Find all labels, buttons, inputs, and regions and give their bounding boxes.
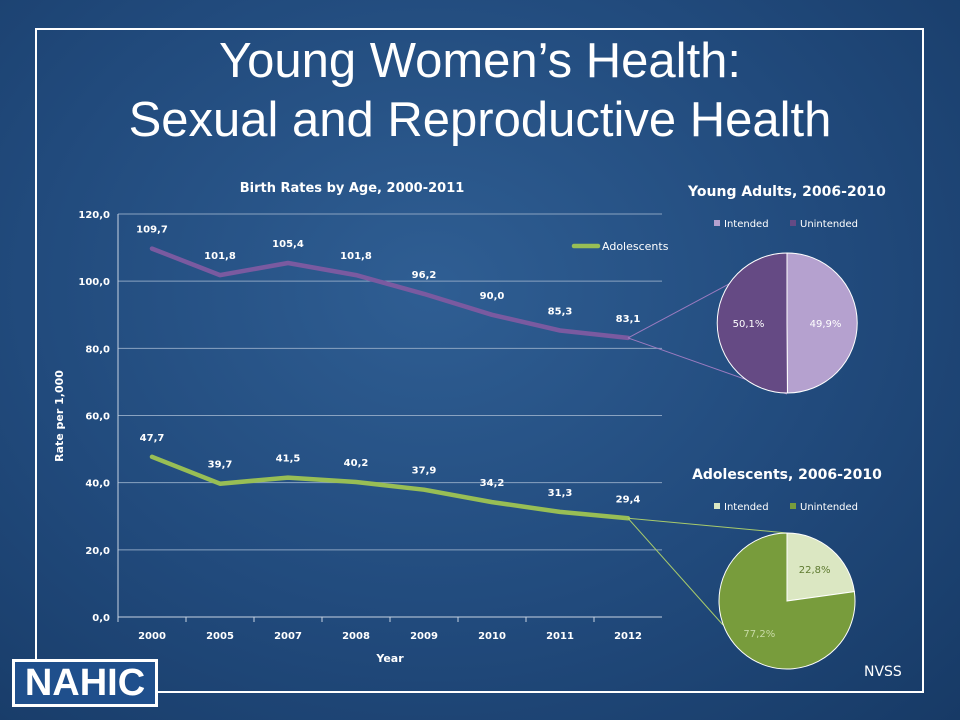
data-label: 101,8 — [204, 251, 236, 262]
x-tick-label: 2009 — [410, 631, 438, 642]
pie1-title: Young Adults, 2006-2010 — [687, 184, 886, 200]
slide-frame — [35, 28, 924, 693]
connector-line — [627, 517, 724, 626]
line-chart-ylabel: Rate per 1,000 — [53, 370, 66, 462]
pie2-legend-intended-swatch — [714, 503, 720, 509]
series-line-0 — [149, 246, 631, 341]
pie-slice-label: 49,9% — [810, 319, 842, 330]
source-label: NVSS — [864, 664, 902, 680]
pie2-legend-unintended-label: Unintended — [800, 502, 858, 513]
pie2-legend-intended-label: Intended — [724, 502, 769, 513]
slide-title: Young Women’s Health: Sexual and Reprodu… — [0, 32, 960, 150]
y-tick-label: 40,0 — [85, 479, 110, 490]
pie2-legend-unintended-swatch — [790, 503, 796, 509]
x-tick-label: 2011 — [546, 631, 574, 642]
pie-slice-unintended — [718, 532, 856, 670]
pie1-legend-unintended-swatch — [790, 220, 796, 226]
line-chart-plot: 0,0 20,0 40,0 60,0 80,0 100,0 120,0 2000 2005 200… — [78, 210, 788, 642]
pie2-plot: 22,8% 77,2% — [718, 532, 856, 670]
pie1-legend-intended-label: Intended — [724, 219, 769, 230]
line-chart-xlabel: Year — [375, 652, 404, 665]
x-tick-label: 2010 — [478, 631, 506, 642]
y-tick-label: 60,0 — [85, 412, 110, 423]
pie-slice-label: 50,1% — [733, 319, 765, 330]
data-label: 37,9 — [412, 466, 437, 477]
y-tick-label: 0,0 — [92, 613, 110, 624]
data-label: 96,2 — [412, 270, 437, 281]
data-label: 105,4 — [272, 239, 304, 250]
x-tick-label: 2008 — [342, 631, 370, 642]
data-label: 31,3 — [548, 488, 573, 499]
x-tick-label: 2000 — [138, 631, 166, 642]
data-label: 40,2 — [344, 458, 369, 469]
y-tick-label: 100,0 — [78, 277, 110, 288]
x-tick-label: 2007 — [274, 631, 302, 642]
pie-slice-label: 22,8% — [799, 565, 831, 576]
y-tick-label: 80,0 — [85, 344, 110, 355]
x-tick-label: 2005 — [206, 631, 234, 642]
slide-title-line2: Sexual and Reproductive Health — [128, 93, 832, 147]
connector-line — [627, 517, 788, 534]
pie-slice-intended — [786, 532, 855, 602]
data-label: 29,4 — [616, 494, 641, 505]
data-label: 90,0 — [480, 291, 505, 302]
pie2-title: Adolescents, 2006-2010 — [692, 467, 882, 483]
series-line-1 — [149, 454, 631, 521]
legend-label-adolescents: Adolescents — [602, 240, 669, 253]
data-label: 101,8 — [340, 251, 372, 262]
pie1-legend-unintended-label: Unintended — [800, 219, 858, 230]
data-label: 47,7 — [140, 433, 165, 444]
data-label: 85,3 — [548, 307, 573, 318]
pie-slice-label: 77,2% — [743, 629, 775, 640]
pie-slice-unintended — [716, 252, 788, 394]
x-tick-label: 2012 — [614, 631, 642, 642]
data-label: 109,7 — [136, 225, 168, 236]
line-chart-title: Birth Rates by Age, 2000-2011 — [240, 181, 465, 196]
data-label: 34,2 — [480, 478, 505, 489]
y-tick-label: 120,0 — [78, 210, 110, 221]
y-tick-label: 20,0 — [85, 546, 110, 557]
nahic-logo: NAHIC — [12, 659, 158, 707]
slide-title-line1: Young Women’s Health: — [218, 34, 742, 88]
data-label: 39,7 — [208, 460, 233, 471]
data-label: 83,1 — [616, 314, 641, 325]
pie-slice-intended — [786, 252, 858, 394]
data-label: 41,5 — [276, 454, 301, 465]
pie1-legend-intended-swatch — [714, 220, 720, 226]
nahic-logo-text: NAHIC — [15, 662, 155, 704]
pie1-plot: 49,9% 50,1% — [716, 252, 858, 394]
